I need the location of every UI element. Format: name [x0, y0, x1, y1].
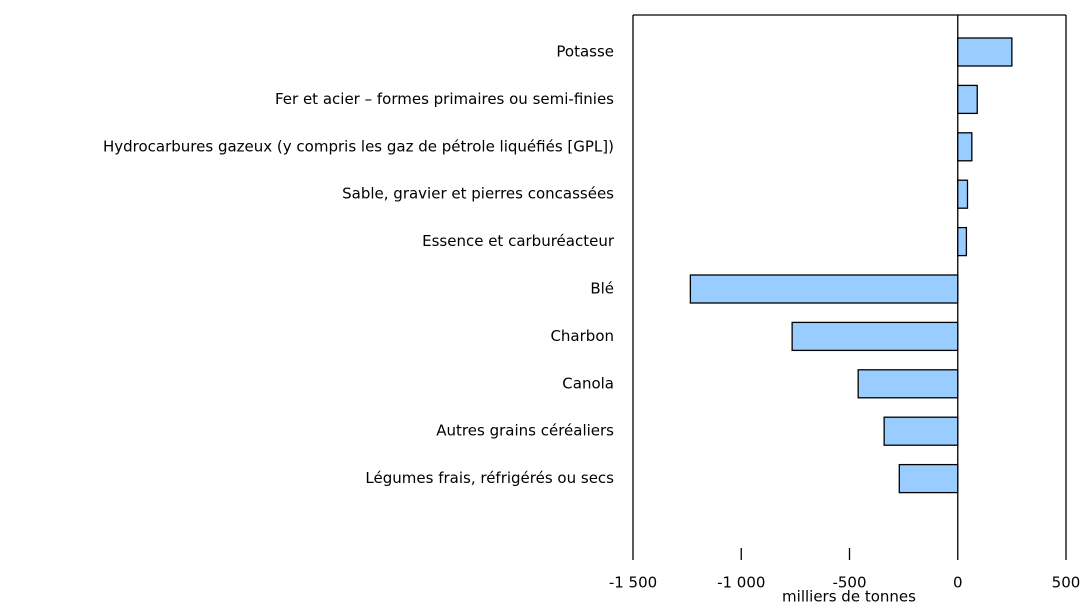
bar	[689, 274, 959, 304]
bar	[791, 321, 959, 352]
y-tick-label: Potasse	[556, 43, 614, 61]
x-tick-label: 0	[953, 574, 963, 592]
bar	[957, 84, 978, 115]
bar	[957, 132, 973, 162]
y-tick-label: Sable, gravier et pierres concassées	[342, 185, 614, 203]
x-tick-label: -1 500	[609, 574, 657, 592]
y-tick-label: Hydrocarbures gazeux (y compris les gaz …	[103, 137, 614, 155]
bar	[857, 369, 959, 399]
bar	[883, 416, 959, 446]
bar	[957, 226, 968, 257]
y-tick-label: Fer et acier – formes primaires ou semi-…	[275, 90, 614, 108]
bar	[957, 179, 969, 209]
x-axis-label: milliers de tonnes	[782, 588, 916, 606]
y-tick-label: Charbon	[550, 327, 614, 345]
y-tick-label: Canola	[562, 374, 614, 392]
x-tick-label: 500	[1052, 574, 1081, 592]
x-tick-label: -1 000	[717, 574, 765, 592]
y-tick-label: Autres grains céréaliers	[436, 422, 614, 440]
y-tick-label: Légumes frais, réfrigérés ou secs	[365, 469, 614, 487]
y-tick-label: Blé	[590, 280, 614, 298]
y-tick-label: Essence et carburéacteur	[422, 232, 615, 250]
bar	[957, 37, 1013, 67]
bar	[898, 463, 959, 494]
x-tick-label: -500	[832, 574, 866, 592]
